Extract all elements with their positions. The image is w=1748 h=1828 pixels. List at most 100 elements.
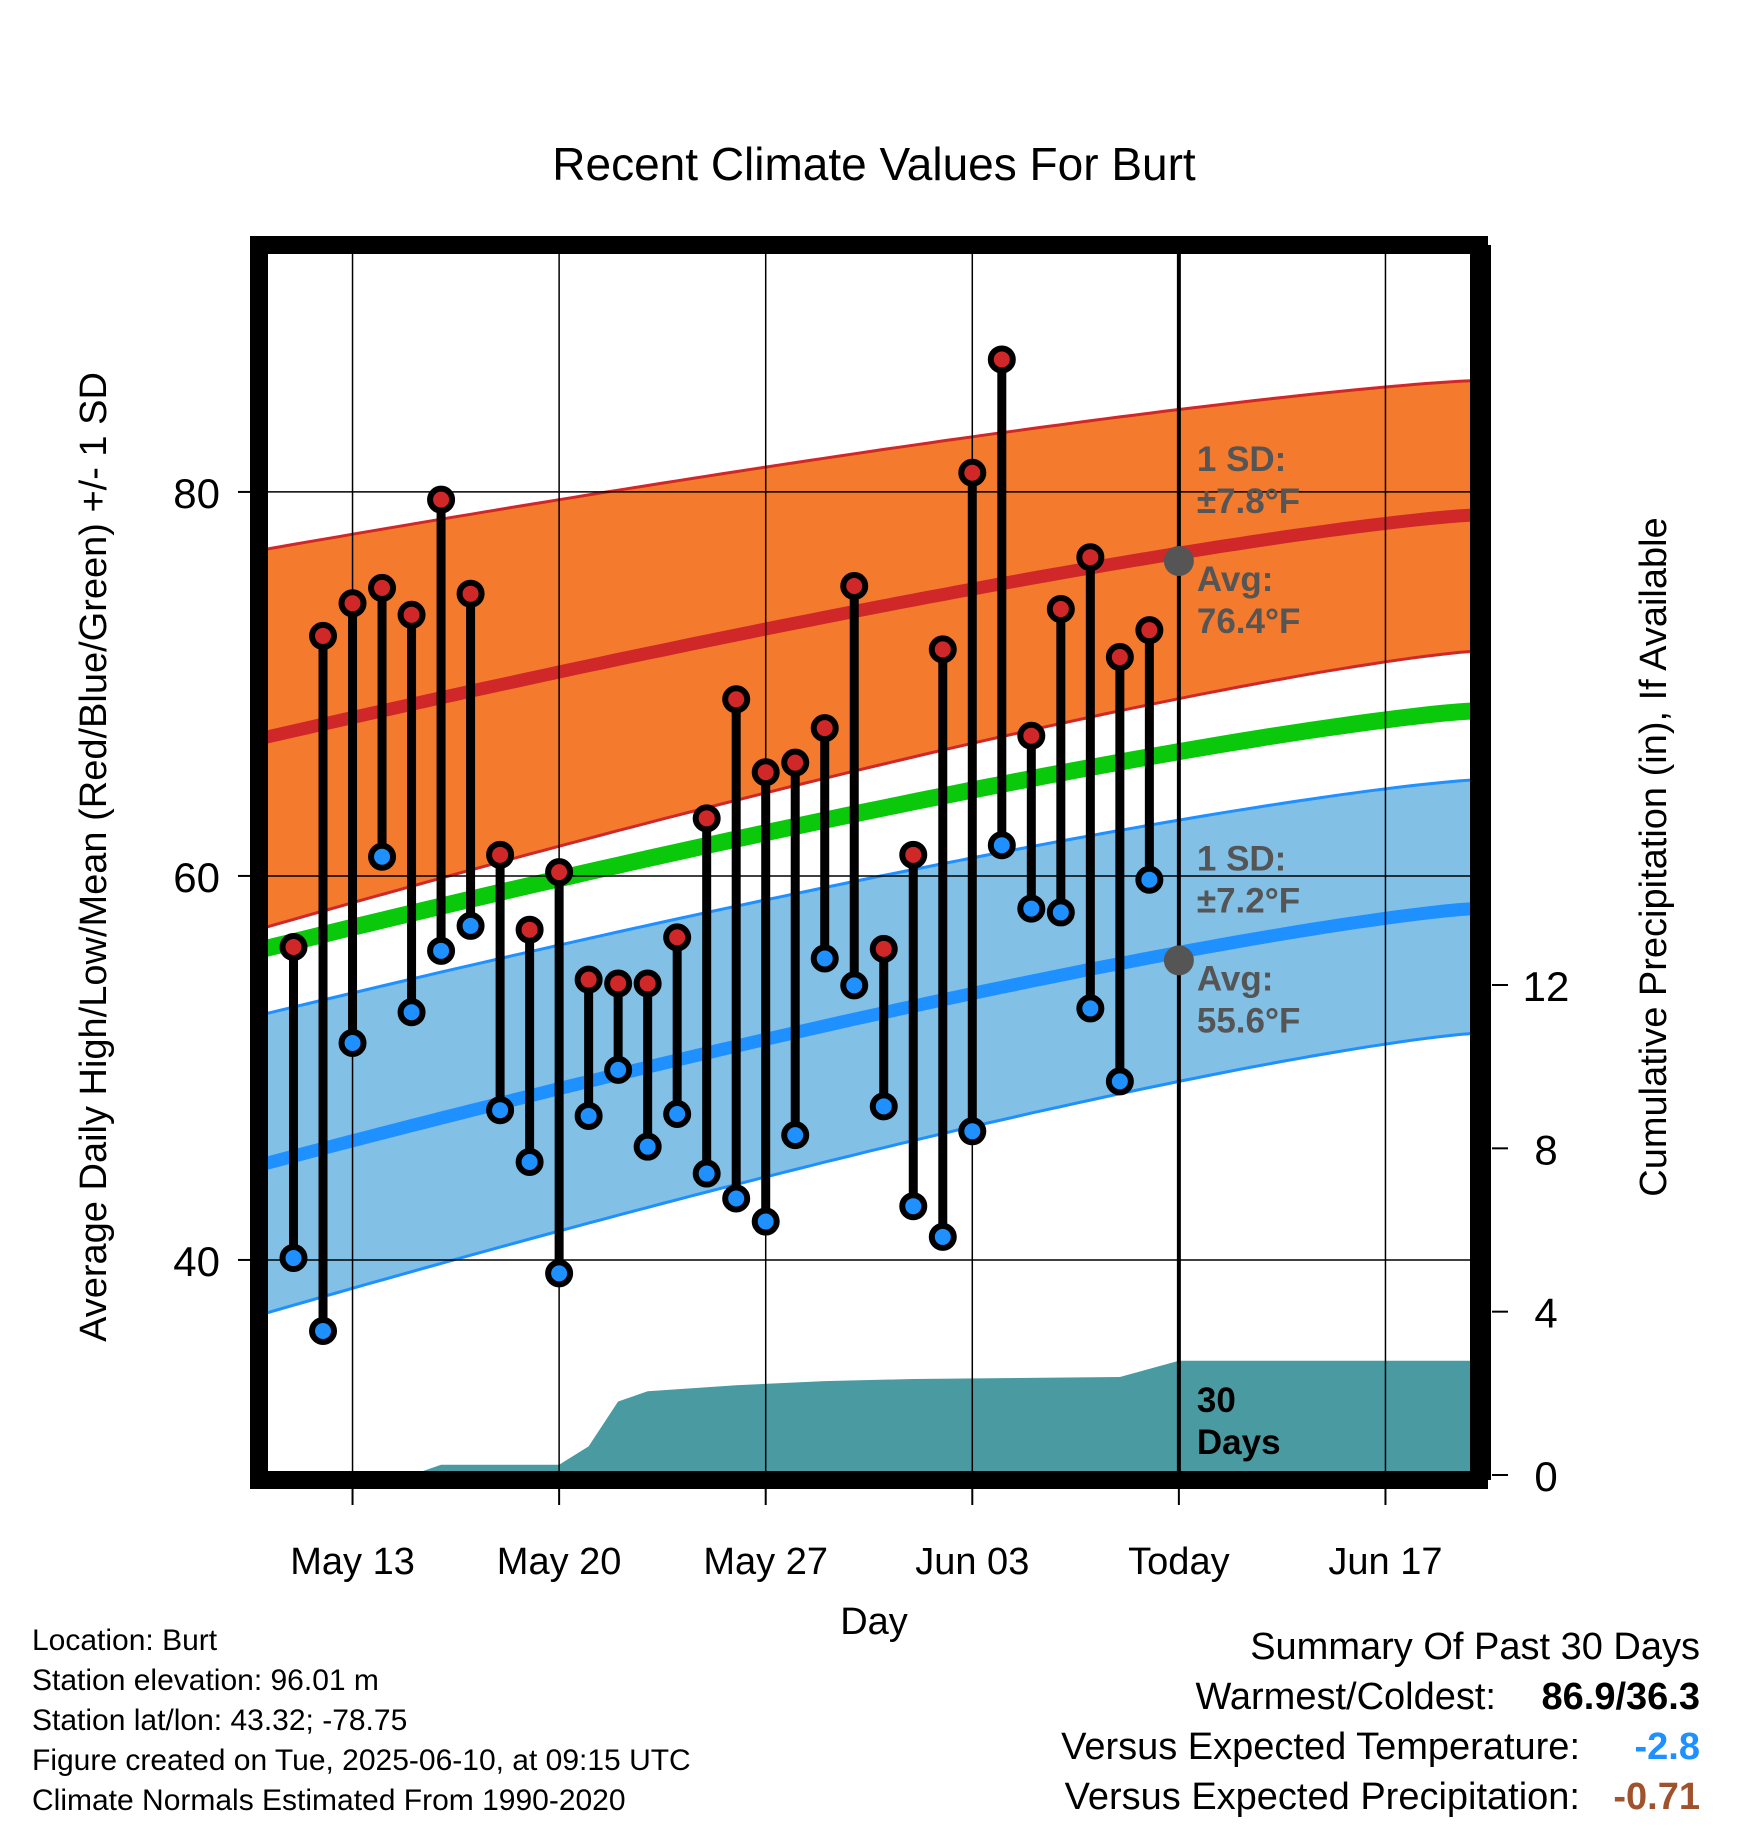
- daily-high-point: [574, 965, 603, 994]
- daily-high-point: [604, 969, 633, 998]
- warmest-coldest-label: Warmest/Coldest:: [1195, 1676, 1496, 1718]
- low-avg-value: 55.6°F: [1197, 1001, 1301, 1040]
- daily-low-point: [397, 998, 426, 1027]
- precip-departure-label: Versus Expected Precipitation:: [1064, 1776, 1580, 1818]
- location-text: Location: Burt: [32, 1624, 218, 1657]
- daily-high-point: [633, 969, 662, 998]
- x-axis-label: Day: [840, 1601, 908, 1643]
- daily-high-point: [840, 572, 869, 601]
- daily-low-point: [486, 1096, 515, 1125]
- elevation-text: Station elevation: 96.01 m: [32, 1664, 379, 1697]
- x-tick-label: May 13: [290, 1541, 415, 1583]
- daily-high-point: [515, 915, 544, 944]
- daily-low-point: [604, 1055, 633, 1084]
- x-tick-label: May 27: [703, 1541, 828, 1583]
- daily-high-point: [338, 589, 367, 618]
- daily-low-point: [1017, 894, 1046, 923]
- high-sd-label: 1 SD:: [1197, 440, 1286, 479]
- days-count-label: 30: [1197, 1381, 1236, 1420]
- precip-departure-value: -0.71: [1613, 1776, 1700, 1818]
- daily-high-point: [722, 685, 751, 714]
- low-sd-label: 1 SD:: [1197, 839, 1286, 878]
- daily-high-point: [1076, 543, 1105, 572]
- station-info: Location: Burt Station elevation: 96.01 …: [32, 1621, 691, 1821]
- daily-low-point: [545, 1259, 574, 1288]
- y2-tick-label: 12: [1523, 963, 1570, 1010]
- high-avg-value: 76.4°F: [1197, 602, 1301, 641]
- latlon-text: Station lat/lon: 43.32; -78.75: [32, 1704, 408, 1737]
- daily-high-point: [692, 804, 721, 833]
- daily-low-point: [279, 1244, 308, 1273]
- daily-high-point: [456, 579, 485, 608]
- today-low-average-marker: [1163, 945, 1194, 976]
- cumulative-precip-area: [264, 1360, 1474, 1475]
- normal-low-band-upper-edge: [264, 778, 1474, 1016]
- daily-high-point: [368, 573, 397, 602]
- daily-low-point: [368, 842, 397, 871]
- daily-high-point: [309, 621, 338, 650]
- daily-low-point: [781, 1121, 810, 1150]
- normal-low-band-lower-edge: [264, 1031, 1474, 1316]
- high-sd-value: ±7.8°F: [1197, 482, 1300, 521]
- daily-high-point: [810, 714, 839, 743]
- chart-title: Recent Climate Values For Burt: [552, 138, 1196, 190]
- summary-warmest-coldest-row: Warmest/Coldest: 86.9/36.3: [1061, 1672, 1700, 1722]
- daily-high-point: [1017, 721, 1046, 750]
- daily-low-point: [928, 1222, 957, 1251]
- today-high-average-marker: [1163, 546, 1194, 577]
- created-text: Figure created on Tue, 2025-06-10, at 09…: [32, 1744, 691, 1777]
- daily-high-point: [899, 840, 928, 869]
- daily-high-point: [279, 932, 308, 961]
- daily-low-point: [692, 1159, 721, 1188]
- daily-low-point: [515, 1148, 544, 1177]
- daily-high-point: [751, 758, 780, 787]
- daily-high-point: [486, 840, 515, 869]
- temp-departure-value: -2.8: [1634, 1726, 1700, 1768]
- daily-low-point: [1076, 994, 1105, 1023]
- daily-low-point: [840, 971, 869, 1000]
- daily-low-point: [751, 1207, 780, 1236]
- daily-low-point: [869, 1092, 898, 1121]
- y-tick-label: 60: [173, 854, 220, 901]
- daily-low-point: [958, 1117, 987, 1146]
- daily-low-point: [722, 1184, 751, 1213]
- days-text-label: Days: [1197, 1423, 1281, 1462]
- daily-low-point: [899, 1192, 928, 1221]
- y-tick-label: 40: [173, 1238, 220, 1285]
- x-tick-label: Jun 17: [1328, 1541, 1442, 1583]
- daily-low-point: [456, 911, 485, 940]
- daily-high-point: [869, 934, 898, 963]
- y2-tick-label: 0: [1534, 1453, 1557, 1500]
- x-tick-label: Today: [1128, 1541, 1229, 1583]
- normal-low-band-average-line: [264, 902, 1474, 1171]
- normal-low-band: [264, 779, 1474, 1314]
- normal-mean-line: [264, 702, 1474, 958]
- y2-axis-label: Cumulative Precipitation (in), If Availa…: [1633, 517, 1675, 1196]
- daily-low-point: [663, 1100, 692, 1129]
- y2-tick-label: 4: [1534, 1290, 1557, 1337]
- daily-low-point: [338, 1028, 367, 1057]
- daily-high-point: [545, 858, 574, 887]
- summary-panel: Summary Of Past 30 Days Warmest/Coldest:…: [1061, 1622, 1700, 1822]
- daily-low-point: [1135, 865, 1164, 894]
- y-axis-label: Average Daily High/Low/Mean (Red/Blue/Gr…: [73, 372, 115, 1342]
- low-sd-value: ±7.2°F: [1197, 881, 1300, 920]
- daily-high-point: [1046, 595, 1075, 624]
- daily-low-point: [633, 1132, 662, 1161]
- summary-title: Summary Of Past 30 Days: [1250, 1626, 1700, 1668]
- summary-temp-row: Versus Expected Temperature: -2.8: [1061, 1722, 1700, 1772]
- temp-departure-label: Versus Expected Temperature:: [1061, 1726, 1580, 1768]
- x-tick-label: May 20: [497, 1541, 622, 1583]
- daily-high-point: [1135, 616, 1164, 645]
- daily-low-point: [1046, 898, 1075, 927]
- low-avg-label: Avg:: [1197, 959, 1273, 998]
- daily-high-point: [397, 600, 426, 629]
- normal-high-band-upper-edge: [264, 379, 1474, 551]
- normal-high-band-lower-edge: [264, 649, 1474, 930]
- daily-low-point: [574, 1101, 603, 1130]
- daily-high-point: [987, 345, 1016, 374]
- daily-low-point: [1105, 1067, 1134, 1096]
- daily-high-point: [1105, 643, 1134, 672]
- daily-high-point: [958, 458, 987, 487]
